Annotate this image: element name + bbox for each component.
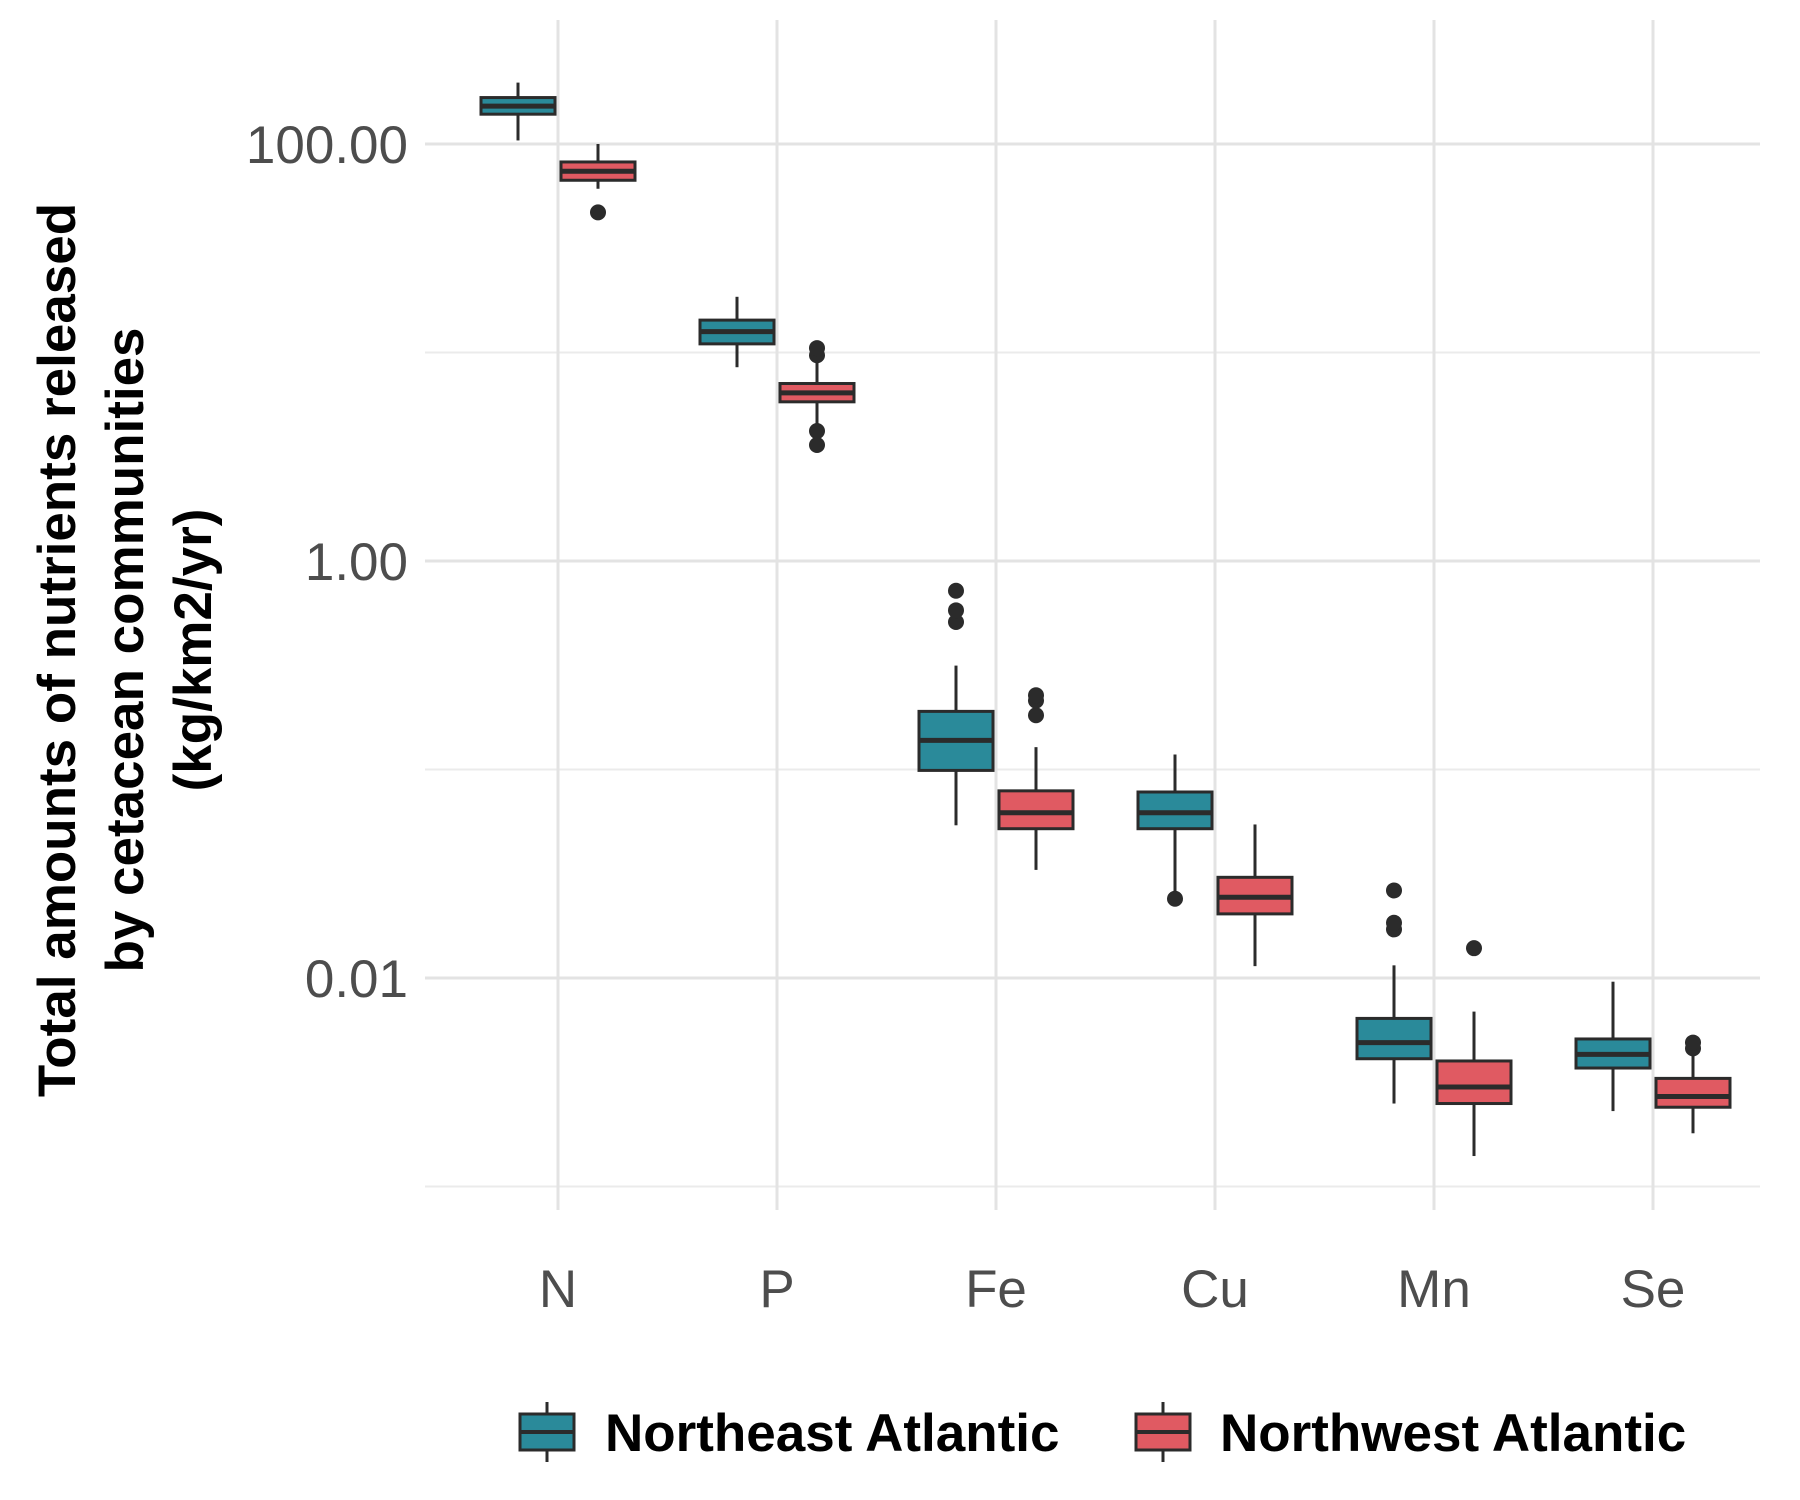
outlier-point bbox=[1028, 707, 1044, 724]
y-axis-title-line: (kg/km2/yr) bbox=[164, 509, 223, 792]
box-Se bbox=[1574, 981, 1652, 1112]
outlier-point bbox=[1685, 1034, 1701, 1051]
y-tick-label: 0.01 bbox=[305, 950, 408, 1009]
minor-gridlines bbox=[425, 351, 1760, 1188]
x-axis-tick-labels: N P Fe Cu Mn Se bbox=[539, 1260, 1686, 1319]
legend-item: Northeast Atlantic bbox=[518, 1402, 1060, 1463]
box-iqr bbox=[1435, 1059, 1513, 1106]
outlier-point bbox=[948, 602, 964, 619]
box-P bbox=[778, 340, 856, 454]
legend-item: Northwest Atlantic bbox=[1134, 1402, 1686, 1463]
box-Fe bbox=[917, 582, 995, 826]
outlier-point bbox=[1167, 890, 1183, 907]
y-tick-label: 1.00 bbox=[305, 533, 408, 592]
outlier-point bbox=[809, 423, 825, 440]
outlier-point bbox=[948, 613, 964, 630]
box-N bbox=[479, 82, 557, 141]
box-Cu bbox=[1216, 824, 1294, 967]
legend: Northeast Atlantic Northwest Atlantic bbox=[518, 1402, 1686, 1463]
y-axis-title-line: by cetacean communities bbox=[96, 327, 155, 972]
outlier-point bbox=[1386, 882, 1402, 899]
x-tick-label: Mn bbox=[1397, 1260, 1471, 1319]
major-gridlines bbox=[425, 20, 1760, 1210]
legend-label: Northwest Atlantic bbox=[1220, 1404, 1686, 1463]
box-series bbox=[479, 82, 1732, 1157]
box-P bbox=[698, 296, 776, 368]
box-Mn bbox=[1355, 882, 1433, 1104]
legend-label: Northeast Atlantic bbox=[605, 1404, 1060, 1463]
box-iqr bbox=[997, 789, 1075, 831]
outlier-point bbox=[1466, 940, 1482, 957]
y-axis-tick-labels: 100.00 1.00 0.01 bbox=[246, 116, 408, 1009]
box-Se bbox=[1654, 1034, 1732, 1134]
box-Cu bbox=[1136, 754, 1214, 907]
box-N bbox=[559, 144, 637, 221]
x-tick-label: N bbox=[539, 1260, 577, 1319]
outlier-point bbox=[809, 340, 825, 357]
y-tick-label: 100.00 bbox=[246, 116, 408, 175]
outlier-point bbox=[948, 582, 964, 599]
x-tick-label: P bbox=[759, 1260, 794, 1319]
outlier-point bbox=[590, 204, 606, 221]
x-tick-label: Fe bbox=[965, 1260, 1027, 1319]
box-iqr bbox=[1654, 1076, 1732, 1109]
x-tick-label: Se bbox=[1621, 1260, 1686, 1319]
series-northeast-atlantic bbox=[479, 82, 1652, 1112]
box-iqr bbox=[1355, 1016, 1433, 1061]
y-axis-title-line: Total amounts of nutrients released bbox=[28, 203, 87, 1097]
outlier-point bbox=[1386, 914, 1402, 931]
box-Mn bbox=[1435, 940, 1513, 1157]
series-northwest-atlantic bbox=[559, 144, 1732, 1157]
x-tick-label: Cu bbox=[1181, 1260, 1249, 1319]
box-Fe bbox=[997, 687, 1075, 870]
y-axis-title: Total amounts of nutrients released by ce… bbox=[28, 203, 223, 1097]
outlier-point bbox=[1028, 687, 1044, 704]
outlier-point bbox=[809, 437, 825, 454]
